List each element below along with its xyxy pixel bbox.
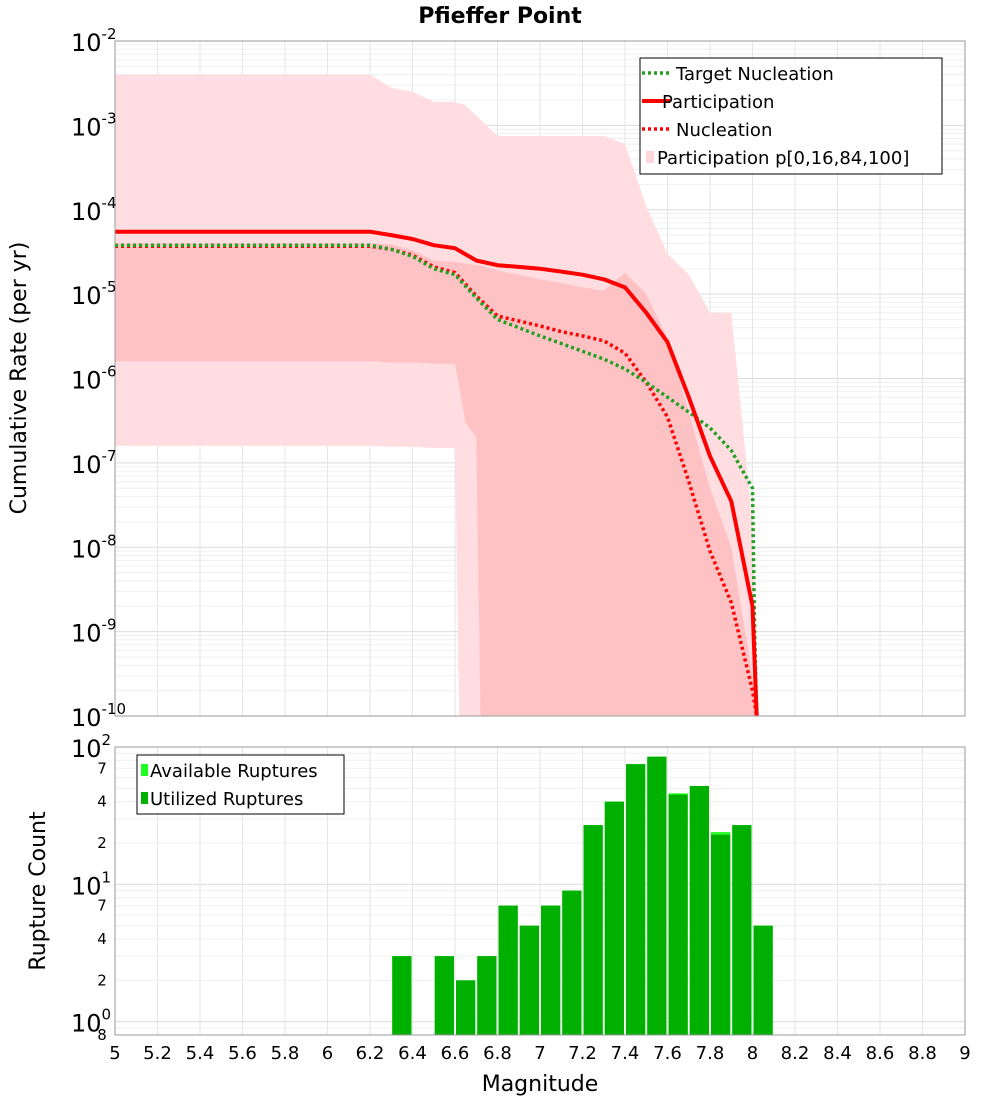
x-tick-label: 6.2	[356, 1043, 385, 1064]
x-tick-label: 6	[322, 1043, 333, 1064]
legend-label: Participation p[0,16,84,100]	[657, 148, 909, 169]
bar-utilized-ruptures	[392, 956, 412, 1035]
legend-swatch	[141, 792, 148, 804]
top-bands	[115, 74, 757, 717]
y-tick-label: 10-2	[71, 25, 117, 57]
bar-utilized-ruptures	[562, 890, 582, 1035]
y-tick-label: 10-3	[71, 109, 117, 141]
bar-utilized-ruptures	[519, 925, 539, 1035]
x-tick-label: 6.4	[398, 1043, 427, 1064]
band-p16-p84	[115, 243, 757, 717]
x-tick-label: 5.6	[228, 1043, 257, 1064]
x-tick-label: 7.8	[696, 1043, 725, 1064]
bottom-legend: Available Ruptures Utilized Ruptures	[136, 754, 345, 815]
x-tick-label: 5.2	[143, 1043, 172, 1064]
top-plot-frame	[114, 40, 966, 717]
series-line-target-nucleation	[115, 243, 759, 717]
y-tick-label: 10-7	[71, 447, 117, 479]
x-tick-label: 7.6	[653, 1043, 682, 1064]
x-tick-label: 8.8	[908, 1043, 937, 1064]
y-minor-tick-label: 7	[97, 897, 107, 915]
legend-label: Available Ruptures	[150, 761, 318, 782]
x-tick-label: 5	[109, 1043, 120, 1064]
y-minor-tick-label: 2	[97, 971, 107, 989]
y-tick-label: 10-10	[71, 700, 126, 732]
y-tick-label: 10-4	[71, 194, 117, 226]
top-y-ticks: 10-2 10-3 10-4 10-5 10-6 10-7 10-8 10-9 10-10	[71, 25, 126, 732]
x-axis-label: Magnitude	[482, 1072, 599, 1097]
bar-utilized-ruptures	[711, 834, 731, 1035]
y-tick-label: 10-5	[71, 278, 117, 310]
bar-utilized-ruptures	[498, 905, 518, 1035]
y-minor-tick-label: 8	[97, 1026, 107, 1044]
x-tick-label: 7	[534, 1043, 545, 1064]
x-tick-label: 8.4	[823, 1043, 852, 1064]
y-minor-tick-label: 2	[97, 834, 107, 852]
bar-utilized-ruptures	[541, 905, 561, 1035]
legend-label: Target Nucleation	[675, 64, 834, 85]
bottom-plot-frame	[114, 746, 966, 1036]
y-tick-label: 10-8	[71, 531, 117, 563]
x-tick-label: 6.8	[483, 1043, 512, 1064]
x-tick-label: 7.4	[611, 1043, 640, 1064]
y-tick-label: 102	[71, 731, 111, 763]
x-tick-label: 5.8	[271, 1043, 300, 1064]
chart-title: Pfieffer Point	[418, 4, 582, 29]
bar-utilized-ruptures	[689, 786, 709, 1035]
x-tick-label: 8.6	[866, 1043, 895, 1064]
series-line-participation	[115, 229, 759, 717]
top-lines	[115, 229, 759, 717]
bar-utilized-ruptures	[477, 956, 497, 1035]
bar-utilized-ruptures	[456, 980, 476, 1035]
x-tick-label: 8	[747, 1043, 758, 1064]
bottom-y-axis-label: Rupture Count	[26, 811, 51, 971]
bottom-y-ticks: 102 101 100 7 4 2 7 4 2 8	[71, 731, 111, 1044]
x-tick-label: 8.2	[781, 1043, 810, 1064]
top-legend: Target Nucleation Participation Nucleation…	[639, 57, 943, 175]
bar-utilized-ruptures	[434, 956, 454, 1035]
top-y-axis-label: Cumulative Rate (per yr)	[7, 242, 32, 515]
legend-label: Nucleation	[676, 120, 772, 141]
y-tick-label: 10-6	[71, 363, 117, 395]
y-tick-label: 100	[71, 1006, 111, 1038]
bottom-bars	[392, 756, 773, 1035]
legend-label: Participation	[662, 92, 774, 113]
bar-utilized-ruptures	[626, 764, 646, 1035]
bar-utilized-ruptures	[732, 825, 752, 1035]
x-tick-label: 9	[959, 1043, 970, 1064]
legend-box	[136, 754, 345, 815]
y-minor-tick-label: 4	[97, 930, 107, 948]
bar-utilized-ruptures	[668, 794, 688, 1035]
y-minor-tick-label: 7	[97, 759, 107, 777]
x-tick-label: 5.4	[186, 1043, 215, 1064]
x-tick-label: 6.6	[441, 1043, 470, 1064]
bar-utilized-ruptures	[604, 801, 624, 1035]
y-tick-label: 101	[71, 868, 111, 900]
legend-label: Utilized Ruptures	[150, 789, 303, 810]
bar-utilized-ruptures	[647, 756, 667, 1035]
x-tick-label: 7.2	[568, 1043, 597, 1064]
y-tick-label: 10-9	[71, 616, 117, 648]
legend-swatch	[141, 764, 148, 776]
bar-utilized-ruptures	[583, 825, 603, 1035]
bar-utilized-ruptures	[753, 925, 773, 1035]
x-ticks: 5 5.2 5.4 5.6 5.8 6 6.2 6.4 6.6 6.8 7 7.2 7.4 7.6 7.8 8…	[109, 1043, 970, 1064]
legend-box	[639, 57, 943, 175]
y-minor-tick-label: 4	[97, 793, 107, 811]
legend-swatch	[646, 151, 654, 163]
